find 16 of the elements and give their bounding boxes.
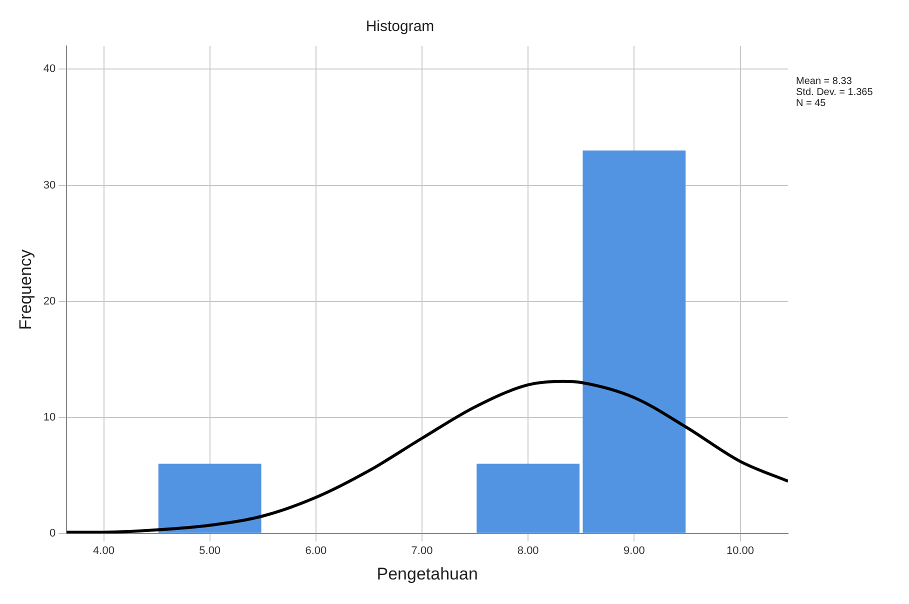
- x-tick-label: 9.00: [623, 545, 645, 558]
- y-tick-label: 40: [43, 63, 56, 76]
- x-tick-label: 4.00: [93, 545, 114, 558]
- y-tick-label: 30: [43, 179, 56, 192]
- x-tick-label: 6.00: [305, 545, 327, 558]
- x-tick-label: 8.00: [517, 545, 539, 558]
- chart-title: Histogram: [366, 18, 434, 36]
- y-axis-title: Frequency: [16, 249, 35, 330]
- x-tick-label: 5.00: [199, 545, 221, 558]
- x-axis-title: Pengetahuan: [376, 564, 478, 584]
- x-tick-label: 7.00: [411, 545, 433, 558]
- y-tick-label: 20: [43, 295, 56, 308]
- y-tick-label: 10: [43, 411, 56, 424]
- text: Mean = 8.33 Std. Dev. = 1.365 N = 45: [796, 76, 874, 109]
- x-tick-label: 10.00: [726, 545, 754, 558]
- y-tick-label: 0: [50, 527, 56, 540]
